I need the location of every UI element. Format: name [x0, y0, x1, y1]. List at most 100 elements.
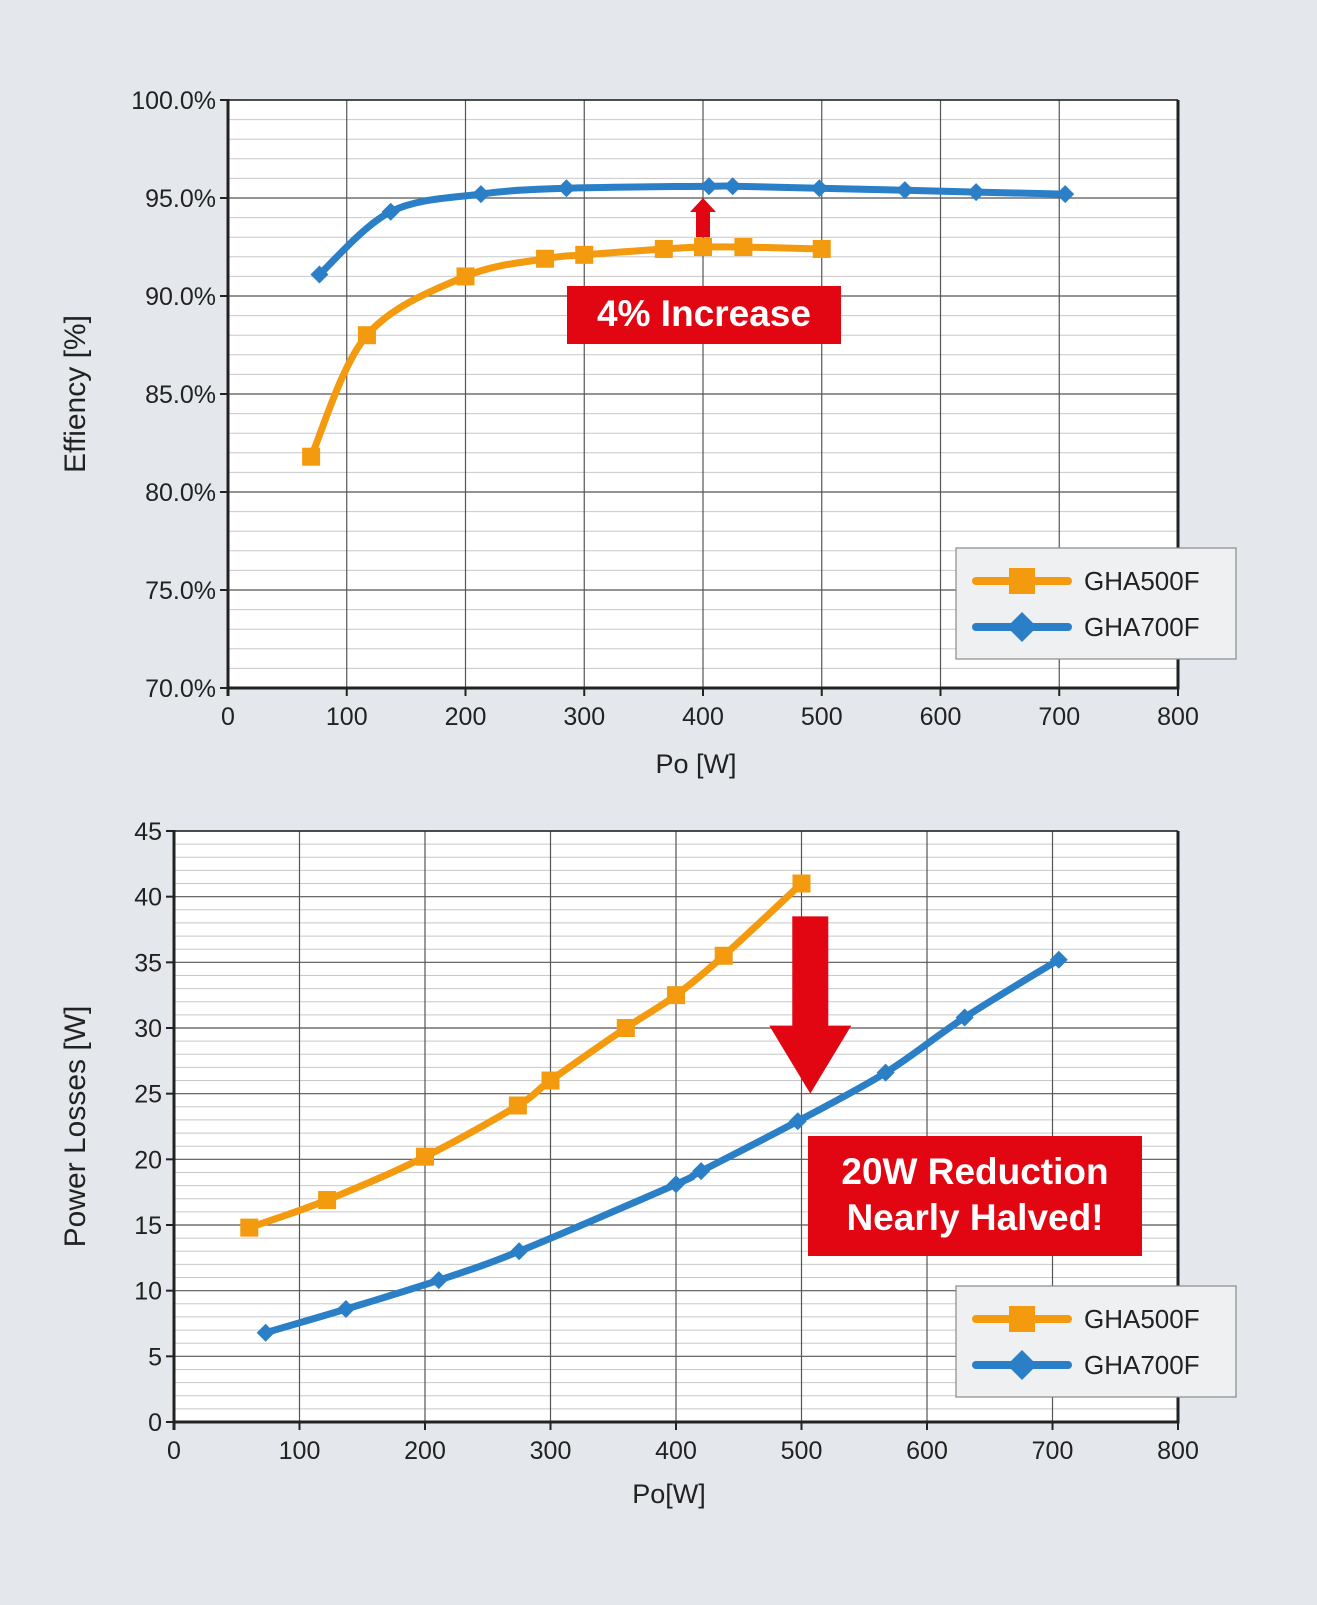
y-tick-label: 5 — [148, 1343, 162, 1371]
gridlines — [228, 99, 1179, 688]
legend-label: GHA500F — [1084, 566, 1200, 596]
x-tick-label: 100 — [326, 703, 368, 731]
annotation: 4% Increase — [567, 198, 841, 344]
data-point — [734, 238, 753, 256]
data-point — [955, 1008, 974, 1027]
x-tick-label: 100 — [279, 1437, 321, 1465]
callout-box — [567, 286, 841, 344]
x-tick-label: 700 — [1038, 703, 1080, 731]
x-tick-label: 200 — [445, 703, 487, 731]
data-point — [256, 1323, 275, 1342]
y-tick-label: 20 — [134, 1146, 162, 1174]
y-tick-label: 15 — [134, 1212, 162, 1240]
data-point — [310, 265, 329, 284]
series-line — [315, 182, 1069, 278]
data-point — [812, 239, 831, 258]
data-point — [318, 1191, 337, 1210]
y-axis-label: Power Losses [W] — [59, 1006, 92, 1248]
legend: GHA500F GHA700F — [955, 547, 1237, 660]
x-tick-label: 800 — [1157, 1437, 1199, 1465]
y-tick-label: 85.0% — [145, 381, 216, 409]
data-point — [429, 1271, 448, 1290]
data-point — [667, 1175, 685, 1194]
y-tick-label: 70.0% — [145, 675, 216, 703]
data-point — [1056, 185, 1075, 204]
x-axis-label: Po [W] — [655, 749, 736, 779]
legend-square-marker — [1009, 1306, 1035, 1332]
data-point — [536, 249, 555, 268]
legend-square-marker — [1009, 568, 1035, 594]
x-tick-label: 400 — [682, 703, 724, 731]
series-gha500f — [240, 874, 811, 1237]
data-point — [876, 1063, 895, 1082]
x-tick-label: 700 — [1032, 1437, 1074, 1465]
data-point — [575, 245, 594, 264]
data-point — [336, 1300, 355, 1319]
data-point — [357, 326, 376, 345]
data-point — [895, 181, 914, 200]
data-point — [471, 185, 490, 204]
series-gha700f — [256, 950, 1068, 1342]
x-axis-label: Po[W] — [632, 1479, 706, 1509]
power-losses-chart: 0 5 10 15 20 25 30 35 40 45 0 100 200 300 400 500 600 700… — [59, 818, 1237, 1509]
data-point — [792, 874, 811, 893]
x-tick-label: 500 — [801, 703, 843, 731]
data-point — [541, 1071, 560, 1090]
x-tick-label: 600 — [920, 703, 962, 731]
data-point — [788, 1112, 807, 1131]
annotation: 20W Reduction Nearly Halved! — [769, 916, 1142, 1256]
callout-text: 20W Reduction — [841, 1151, 1108, 1192]
x-tick-label: 200 — [404, 1437, 446, 1465]
y-tick-label: 100.0% — [131, 87, 216, 115]
x-tick-label: 0 — [221, 703, 235, 731]
data-point — [699, 177, 718, 196]
data-point — [692, 1162, 711, 1181]
y-tick-label: 10 — [134, 1278, 162, 1306]
y-tick-label: 35 — [134, 949, 162, 977]
legend-diamond-marker — [1007, 1350, 1037, 1380]
x-tick-label: 500 — [781, 1437, 823, 1465]
legend: GHA500F GHA700F — [955, 1285, 1237, 1398]
x-tick-label: 600 — [906, 1437, 948, 1465]
series-gha500f — [302, 238, 831, 466]
legend-box — [955, 1285, 1237, 1398]
data-point — [381, 202, 400, 221]
legend-label: GHA700F — [1084, 1350, 1200, 1380]
x-tick-label: 400 — [655, 1437, 697, 1465]
callout-text: 4% Increase — [597, 293, 811, 334]
legend-diamond-marker — [1007, 612, 1037, 642]
data-point — [302, 447, 321, 466]
data-point — [667, 986, 685, 1005]
data-point — [967, 183, 986, 202]
y-axis-label: Effiency [%] — [59, 315, 92, 473]
x-tick-label: 0 — [167, 1437, 181, 1465]
data-point — [557, 179, 576, 198]
callout-text: Nearly Halved! — [846, 1197, 1103, 1238]
y-tick-label: 40 — [134, 884, 162, 912]
increase-arrow — [690, 198, 716, 238]
series-line — [262, 956, 1063, 1337]
y-tick-label: 95.0% — [145, 185, 216, 213]
series-gha700f — [310, 177, 1075, 284]
y-tick-label: 30 — [134, 1015, 162, 1043]
data-point — [456, 267, 475, 286]
data-point — [723, 177, 742, 196]
data-point — [1049, 950, 1068, 969]
y-tick-label: 0 — [148, 1409, 162, 1437]
data-point — [508, 1096, 527, 1115]
reduction-arrow — [769, 916, 852, 1094]
data-point — [654, 239, 673, 258]
data-point — [240, 1218, 259, 1237]
y-tick-label: 25 — [134, 1081, 162, 1109]
legend-label: GHA500F — [1084, 1304, 1200, 1334]
y-tick-label: 80.0% — [145, 479, 216, 507]
callout-box — [808, 1136, 1142, 1256]
x-tick-label: 800 — [1157, 703, 1199, 731]
data-point — [416, 1147, 434, 1166]
x-tick-label: 300 — [530, 1437, 572, 1465]
data-point — [510, 1242, 529, 1261]
data-point — [616, 1019, 635, 1037]
legend-label: GHA700F — [1084, 612, 1200, 642]
